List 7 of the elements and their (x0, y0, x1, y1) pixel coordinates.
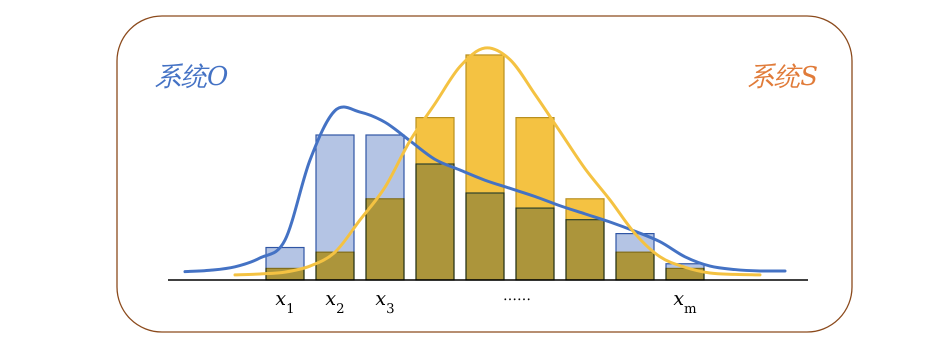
text: …… (503, 288, 531, 304)
x-tick-label: x$_{m}$ (673, 288, 698, 316)
text: 系统O (155, 62, 228, 92)
x-tick-label: x$_{3}$ (375, 288, 395, 316)
x-tick-label: x$_{1}$ (275, 288, 295, 316)
text: 系统S (748, 62, 818, 92)
x-tick-label: x$_{2}$ (325, 288, 345, 316)
